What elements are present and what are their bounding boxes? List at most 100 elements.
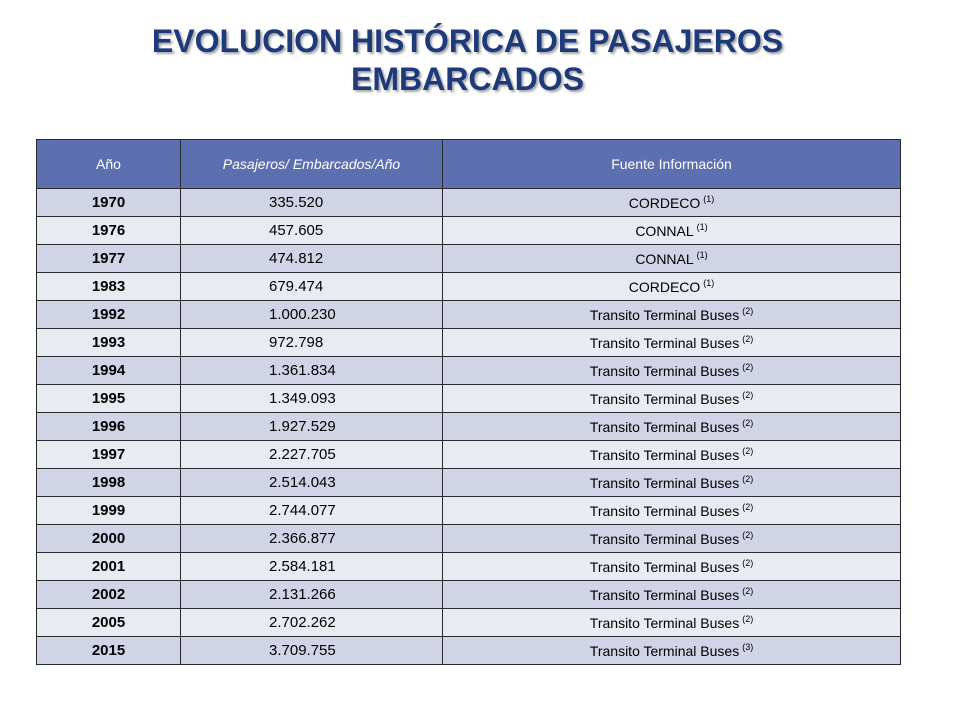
- table-row: 1970 335.520 CORDECO (1): [36, 188, 901, 217]
- cell-year: 1995: [36, 384, 181, 413]
- cell-passengers: 2.702.262: [180, 608, 443, 637]
- source-name: Transito Terminal Buses: [589, 475, 740, 491]
- table-header-row: Año Pasajeros/ Embarcados/Año Fuente Inf…: [36, 139, 901, 189]
- source-footnote: (2): [742, 530, 754, 540]
- table-row: 1993 972.798 Transito Terminal Buses (2): [36, 328, 901, 357]
- cell-year: 2005: [36, 608, 181, 637]
- cell-passengers: 1.349.093: [180, 384, 443, 413]
- source-footnote: (1): [696, 222, 708, 232]
- cell-year: 1998: [36, 468, 181, 497]
- source-footnote: (3): [742, 642, 754, 652]
- source-name: CONNAL: [635, 223, 694, 239]
- cell-source: Transito Terminal Buses (2): [442, 524, 901, 553]
- cell-source: Transito Terminal Buses (2): [442, 552, 901, 581]
- cell-year: 1996: [36, 412, 181, 441]
- table-row: 2015 3.709.755 Transito Terminal Buses (3): [36, 636, 901, 665]
- cell-source: CORDECO (1): [442, 272, 901, 301]
- table-row: 1997 2.227.705 Transito Terminal Buses (2): [36, 440, 901, 469]
- source-name: CORDECO: [628, 195, 701, 211]
- cell-year: 1997: [36, 440, 181, 469]
- source-footnote: (2): [742, 586, 754, 596]
- source-name: Transito Terminal Buses: [589, 419, 740, 435]
- source-name: Transito Terminal Buses: [589, 643, 740, 659]
- cell-passengers: 2.131.266: [180, 580, 443, 609]
- table-row: 1983 679.474 CORDECO (1): [36, 272, 901, 301]
- cell-year: 2002: [36, 580, 181, 609]
- source-name: Transito Terminal Buses: [589, 503, 740, 519]
- source-name: Transito Terminal Buses: [589, 391, 740, 407]
- source-name: Transito Terminal Buses: [589, 307, 740, 323]
- table-row: 2005 2.702.262 Transito Terminal Buses (2): [36, 608, 901, 637]
- source-footnote: (2): [742, 306, 754, 316]
- table-row: 1977 474.812 CONNAL (1): [36, 244, 901, 273]
- cell-passengers: 972.798: [180, 328, 443, 357]
- source-footnote: (2): [742, 390, 754, 400]
- source-footnote: (2): [742, 558, 754, 568]
- source-footnote: (1): [703, 278, 715, 288]
- source-name: Transito Terminal Buses: [589, 335, 740, 351]
- source-name: Transito Terminal Buses: [589, 559, 740, 575]
- cell-passengers: 3.709.755: [180, 636, 443, 665]
- cell-source: Transito Terminal Buses (2): [442, 580, 901, 609]
- title-line-1: EVOLUCION HISTÓRICA DE PASAJEROS: [151, 23, 784, 59]
- table-body: 1970 335.520 CORDECO (1) 1976 457.605 CONNAL (1…: [36, 188, 901, 665]
- source-footnote: (2): [742, 362, 754, 372]
- cell-source: Transito Terminal Buses (2): [442, 468, 901, 497]
- cell-passengers: 679.474: [180, 272, 443, 301]
- cell-source: Transito Terminal Buses (2): [442, 440, 901, 469]
- cell-passengers: 2.366.877: [180, 524, 443, 553]
- cell-year: 1999: [36, 496, 181, 525]
- cell-year: 1983: [36, 272, 181, 301]
- cell-year: 1977: [36, 244, 181, 273]
- table-row: 2000 2.366.877 Transito Terminal Buses (2): [36, 524, 901, 553]
- cell-year: 1992: [36, 300, 181, 329]
- source-footnote: (2): [742, 446, 754, 456]
- cell-passengers: 2.584.181: [180, 552, 443, 581]
- cell-source: Transito Terminal Buses (2): [442, 384, 901, 413]
- cell-passengers: 2.514.043: [180, 468, 443, 497]
- source-footnote: (1): [696, 250, 708, 260]
- cell-year: 2015: [36, 636, 181, 665]
- source-footnote: (2): [742, 418, 754, 428]
- cell-passengers: 474.812: [180, 244, 443, 273]
- cell-source: CORDECO (1): [442, 188, 901, 217]
- table-row: 1994 1.361.834 Transito Terminal Buses (2): [36, 356, 901, 385]
- cell-source: CONNAL (1): [442, 244, 901, 273]
- cell-year: 2001: [36, 552, 181, 581]
- cell-passengers: 457.605: [180, 216, 443, 245]
- cell-source: Transito Terminal Buses (2): [442, 328, 901, 357]
- cell-source: Transito Terminal Buses (3): [442, 636, 901, 665]
- source-name: Transito Terminal Buses: [589, 615, 740, 631]
- source-name: Transito Terminal Buses: [589, 531, 740, 547]
- source-footnote: (1): [703, 194, 715, 204]
- table-row: 1999 2.744.077 Transito Terminal Buses (2): [36, 496, 901, 525]
- cell-passengers: 1.361.834: [180, 356, 443, 385]
- table-row: 1976 457.605 CONNAL (1): [36, 216, 901, 245]
- cell-source: Transito Terminal Buses (2): [442, 356, 901, 385]
- cell-source: Transito Terminal Buses (2): [442, 496, 901, 525]
- cell-year: 2000: [36, 524, 181, 553]
- cell-passengers: 335.520: [180, 188, 443, 217]
- cell-passengers: 2.744.077: [180, 496, 443, 525]
- source-name: CONNAL: [635, 251, 694, 267]
- header-year: Año: [36, 139, 181, 189]
- cell-year: 1970: [36, 188, 181, 217]
- source-name: Transito Terminal Buses: [589, 363, 740, 379]
- cell-year: 1993: [36, 328, 181, 357]
- source-footnote: (2): [742, 474, 754, 484]
- cell-passengers: 2.227.705: [180, 440, 443, 469]
- source-name: CORDECO: [628, 279, 701, 295]
- table-row: 1992 1.000.230 Transito Terminal Buses (2): [36, 300, 901, 329]
- header-passengers: Pasajeros/ Embarcados/Año: [180, 139, 443, 189]
- table-row: 1998 2.514.043 Transito Terminal Buses (2): [36, 468, 901, 497]
- source-footnote: (2): [742, 614, 754, 624]
- source-name: Transito Terminal Buses: [589, 587, 740, 603]
- source-footnote: (2): [742, 502, 754, 512]
- cell-passengers: 1.927.529: [180, 412, 443, 441]
- table-row: 2002 2.131.266 Transito Terminal Buses (2): [36, 580, 901, 609]
- page-title: EVOLUCION HISTÓRICA DE PASAJEROS EMBARCA…: [0, 22, 935, 98]
- cell-passengers: 1.000.230: [180, 300, 443, 329]
- cell-source: Transito Terminal Buses (2): [442, 412, 901, 441]
- header-source: Fuente Información: [442, 139, 901, 189]
- cell-source: CONNAL (1): [442, 216, 901, 245]
